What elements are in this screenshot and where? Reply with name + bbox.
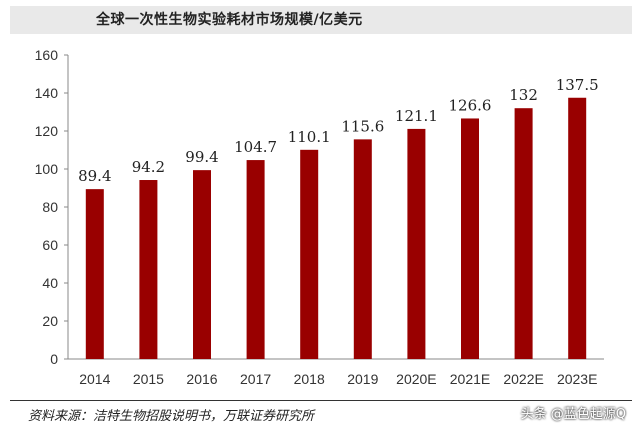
x-tick-label: 2021E	[450, 371, 490, 387]
y-tick-label: 120	[35, 123, 59, 139]
data-label: 137.5	[556, 76, 599, 94]
y-tick-label: 160	[35, 47, 59, 63]
data-label: 104.7	[234, 138, 277, 156]
x-tick-label: 2020E	[396, 371, 436, 387]
bar	[568, 97, 587, 359]
title-bar	[10, 6, 632, 34]
bar	[353, 139, 372, 359]
x-tick-label: 2023E	[557, 371, 597, 387]
data-label: 126.6	[449, 96, 492, 114]
y-tick-label: 80	[42, 199, 58, 215]
x-tick-label: 2019	[347, 371, 378, 387]
source-note: 资料来源：洁特生物招股说明书，万联证券研究所	[28, 409, 315, 424]
bar	[139, 180, 158, 359]
data-label: 110.1	[288, 128, 331, 146]
watermark: 头条 @蓝色起源Q	[520, 407, 626, 422]
bar	[407, 128, 426, 359]
y-tick-label: 0	[50, 351, 58, 367]
data-label: 132	[509, 86, 538, 104]
data-label: 99.4	[185, 148, 218, 166]
y-tick-label: 140	[35, 85, 59, 101]
y-tick-label: 40	[42, 275, 58, 291]
data-label: 121.1	[395, 107, 438, 125]
data-label: 89.4	[78, 167, 111, 185]
y-tick-label: 20	[42, 313, 58, 329]
bar	[85, 189, 104, 359]
bar-chart: 0 20 40 60 80 100 120 140 160 2014 89.4 2015 94.2 201…	[35, 47, 604, 387]
source-divider	[10, 400, 632, 401]
data-label: 94.2	[132, 158, 165, 176]
x-tick-label: 2014	[79, 371, 110, 387]
y-tick-label: 60	[42, 237, 58, 253]
x-tick-label: 2017	[240, 371, 271, 387]
x-tick-label: 2016	[186, 371, 217, 387]
x-tick-label: 2015	[133, 371, 164, 387]
bar	[193, 170, 211, 359]
chart-title: 全球一次性生物实验耗材市场规模/亿美元	[96, 12, 363, 28]
bar	[300, 149, 319, 359]
bar	[514, 108, 533, 359]
x-tick-label: 2022E	[503, 371, 543, 387]
x-tick-label: 2018	[294, 371, 325, 387]
bar	[461, 118, 479, 360]
y-tick-label: 100	[35, 161, 59, 177]
data-label: 115.6	[341, 117, 384, 135]
bar	[246, 160, 265, 359]
